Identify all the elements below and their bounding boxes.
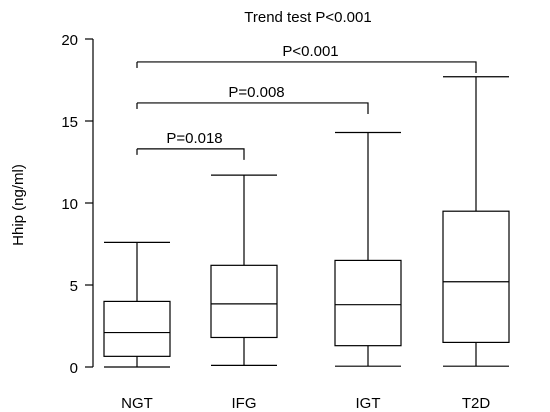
iqr-box	[334, 259, 402, 347]
y-tick-label: 5	[70, 278, 78, 295]
plot-area: P=0.018 P=0.008 P<0.001	[103, 43, 510, 368]
x-axis-tick-labels: NGT IFG IGT T2D	[121, 395, 490, 412]
y-axis-ticks: 0 5 10 15 20	[61, 32, 93, 377]
box-igt	[334, 131, 402, 367]
y-axis-label: Hhip (ng/ml)	[10, 164, 27, 246]
y-tick-label: 15	[61, 114, 78, 131]
x-tick-label: NGT	[121, 395, 153, 412]
chart-title: Trend test P<0.001	[244, 9, 371, 26]
x-tick-label: IGT	[356, 395, 381, 412]
box-ifg	[210, 174, 278, 366]
x-tick-label: IFG	[232, 395, 257, 412]
y-tick-label: 0	[70, 360, 78, 377]
comparison-bracket: P<0.001	[136, 43, 477, 73]
y-tick-label: 10	[61, 196, 78, 213]
bracket-line	[137, 102, 369, 114]
x-tick-label: T2D	[462, 395, 491, 412]
comparison-bracket: P=0.008	[136, 84, 369, 114]
iqr-box	[442, 210, 510, 343]
p-value-label: P=0.018	[166, 130, 222, 147]
iqr-box	[210, 264, 278, 339]
y-tick-label: 20	[61, 32, 78, 49]
p-value-label: P<0.001	[282, 43, 338, 60]
bracket-line	[137, 61, 477, 73]
p-value-label: P=0.008	[228, 84, 284, 101]
comparison-bracket: P=0.018	[136, 130, 245, 160]
box-ngt	[103, 241, 171, 368]
iqr-box	[103, 300, 171, 357]
bracket-line	[137, 148, 245, 160]
box-t2d	[442, 76, 510, 367]
